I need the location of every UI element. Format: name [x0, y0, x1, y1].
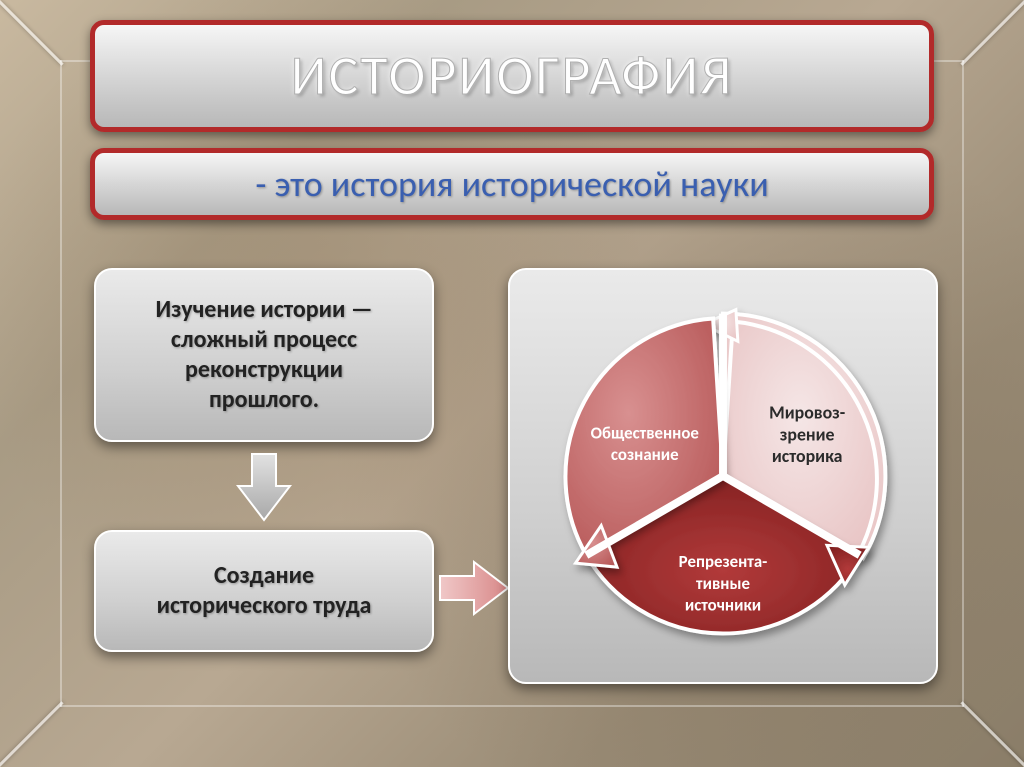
title-text: ИСТОРИОГРАФИЯ [291, 42, 734, 110]
box2-text: Создание исторического труда [157, 561, 372, 621]
title-panel: ИСТОРИОГРАФИЯ [90, 20, 934, 132]
frame-corner-tl [0, 0, 64, 66]
box-study-process: Изучение истории — сложный процесс рекон… [94, 268, 434, 442]
box1-text: Изучение истории — сложный процесс рекон… [155, 295, 372, 415]
frame-corner-br [960, 701, 1024, 767]
seg-c-l1: Общественное [591, 422, 699, 443]
box1-l1: Изучение истории — [155, 295, 372, 324]
cycle-diagram: Мировоз- зрение историка Репрезента- тив… [510, 270, 936, 682]
box1-l2: сложный процесс [171, 325, 357, 354]
seg-b-l3: источники [685, 595, 761, 616]
subtitle-text: - это история исторической науки [255, 162, 768, 206]
seg-a-l2: зрение [780, 423, 835, 445]
box1-l4: прошлого. [209, 385, 319, 414]
frame-corner-bl [0, 701, 64, 767]
seg-a-l1: Мировоз- [769, 402, 845, 424]
cycle-panel: Мировоз- зрение историка Репрезента- тив… [508, 268, 938, 684]
arrow-down-icon [236, 452, 292, 522]
subtitle-panel: - это история исторической науки [90, 148, 934, 220]
seg-b-l1: Репрезента- [679, 551, 768, 572]
slide-stage: ИСТОРИОГРАФИЯ - это история исторической… [0, 0, 1024, 767]
box2-l2: исторического труда [157, 591, 372, 620]
seg-a-l3: историка [772, 445, 843, 467]
arrow-right-icon [438, 560, 510, 616]
frame-edge-bottom [60, 705, 964, 707]
frame-edge-left [60, 60, 62, 707]
seg-b-l2: тивные [696, 573, 750, 594]
frame-edge-right [962, 60, 964, 707]
box2-l1: Создание [214, 561, 314, 590]
box1-l3: реконструкции [185, 355, 343, 384]
box-creation: Создание исторического труда [94, 530, 434, 652]
frame-corner-tr [960, 0, 1024, 66]
seg-c-l2: сознание [611, 444, 679, 465]
